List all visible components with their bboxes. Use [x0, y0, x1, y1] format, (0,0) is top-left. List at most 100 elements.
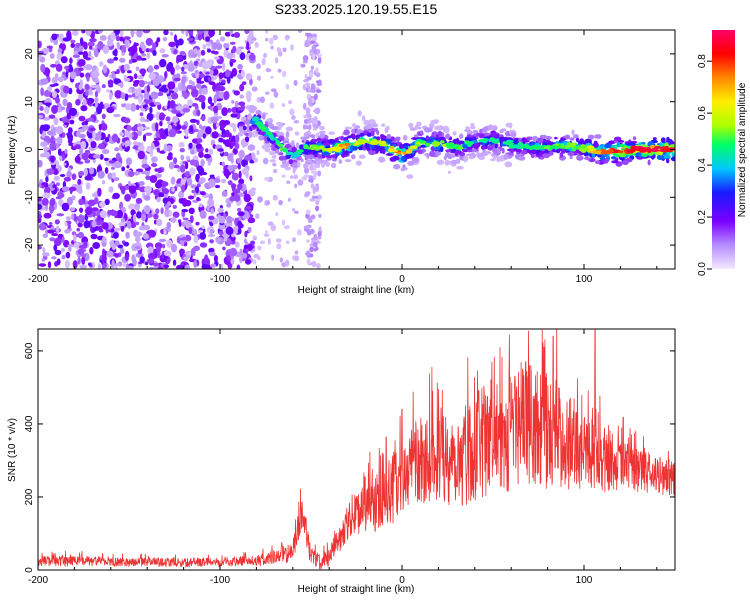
noise-blob — [38, 214, 43, 219]
noise-blob — [176, 264, 185, 269]
noise-blob — [205, 148, 209, 153]
noise-blob — [111, 133, 119, 143]
noise-blob — [297, 30, 303, 33]
noise-blob — [163, 143, 168, 153]
noise-blob — [80, 105, 88, 112]
ridge-blob — [270, 126, 279, 130]
noise-blob — [188, 79, 193, 85]
noise-blob — [61, 254, 66, 260]
noise-blob — [174, 185, 178, 192]
noise-blob — [85, 182, 91, 190]
noise-blob — [221, 161, 225, 167]
ridge-blob — [282, 140, 290, 144]
ridge-blob — [510, 132, 517, 138]
ridge-core-blob — [303, 144, 309, 149]
noise-blob — [199, 124, 202, 129]
ridge-blob — [514, 139, 519, 145]
noise-blob — [186, 84, 193, 90]
noise-blob — [198, 87, 203, 95]
noise-blob — [51, 256, 57, 260]
noise-blob — [78, 207, 84, 213]
ridge-core-blob — [270, 137, 276, 140]
noise-blob — [143, 91, 150, 100]
ridge-blob — [358, 146, 364, 151]
noise-blob — [156, 196, 161, 203]
noise-blob — [53, 175, 60, 182]
ridge-blob — [447, 170, 452, 174]
noise-blob — [191, 103, 198, 107]
noise-blob — [207, 198, 215, 208]
noise-blob — [316, 82, 323, 86]
noise-blob — [230, 258, 235, 265]
noise-blob — [188, 50, 193, 58]
noise-blob — [88, 138, 94, 142]
noise-blob — [316, 236, 322, 240]
noise-blob — [318, 213, 322, 218]
noise-blob — [107, 172, 113, 180]
noise-blob — [239, 248, 243, 257]
noise-blob — [119, 36, 124, 42]
noise-blob — [230, 58, 237, 63]
noise-blob — [100, 123, 108, 131]
noise-blob — [93, 132, 102, 141]
ridge-blob — [462, 143, 470, 149]
noise-blob — [294, 210, 299, 214]
noise-blob — [146, 52, 151, 59]
ridge-blob — [632, 136, 637, 141]
colorbar-tick-label: 0.2 — [697, 210, 708, 224]
noise-blob — [198, 73, 205, 78]
noise-blob — [310, 40, 315, 44]
noise-blob — [293, 255, 300, 262]
noise-blob — [304, 73, 308, 79]
noise-blob — [79, 148, 84, 155]
noise-blob — [125, 263, 129, 269]
noise-blob — [66, 34, 72, 41]
noise-blob — [124, 39, 129, 48]
noise-blob — [205, 126, 212, 135]
ridge-core-blob — [644, 148, 652, 152]
snr-frame — [37, 328, 676, 571]
noise-blob — [99, 154, 104, 160]
noise-blob — [199, 191, 206, 196]
noise-blob — [143, 194, 151, 201]
noise-blob — [234, 241, 240, 248]
noise-blob — [49, 53, 55, 59]
ridge-blob — [344, 136, 349, 140]
noise-blob — [221, 190, 228, 197]
noise-blob — [217, 148, 224, 152]
noise-blob — [149, 175, 158, 183]
noise-blob — [133, 171, 141, 175]
ridge-blob — [453, 138, 459, 142]
noise-blob — [114, 30, 121, 36]
noise-blob — [247, 226, 252, 233]
noise-blob — [188, 142, 193, 149]
noise-blob — [213, 255, 218, 263]
noise-blob — [243, 119, 252, 125]
noise-blob — [137, 74, 144, 80]
ridge-core-blob — [606, 149, 615, 153]
noise-blob — [203, 153, 211, 159]
noise-blob — [142, 30, 151, 34]
noise-blob — [90, 233, 98, 240]
ridge-blob — [594, 160, 601, 165]
noise-blob — [132, 145, 140, 150]
noise-blob — [315, 200, 320, 206]
ridge-blob — [594, 134, 602, 139]
noise-blob — [312, 54, 316, 61]
noise-blob — [98, 123, 102, 131]
noise-blob — [162, 36, 168, 42]
noise-blob — [133, 88, 141, 97]
noise-blob — [64, 160, 69, 168]
ridge-blob — [351, 128, 356, 135]
noise-blob — [196, 197, 200, 201]
noise-blob — [290, 44, 294, 51]
noise-blob — [145, 175, 151, 181]
ridge-core-blob — [531, 145, 539, 150]
noise-blob — [90, 141, 97, 149]
noise-blob — [285, 83, 290, 90]
noise-blob — [41, 184, 45, 189]
noise-blob — [250, 187, 257, 191]
ridge-blob — [250, 106, 258, 111]
noise-blob — [159, 121, 163, 127]
noise-blob — [87, 132, 94, 139]
